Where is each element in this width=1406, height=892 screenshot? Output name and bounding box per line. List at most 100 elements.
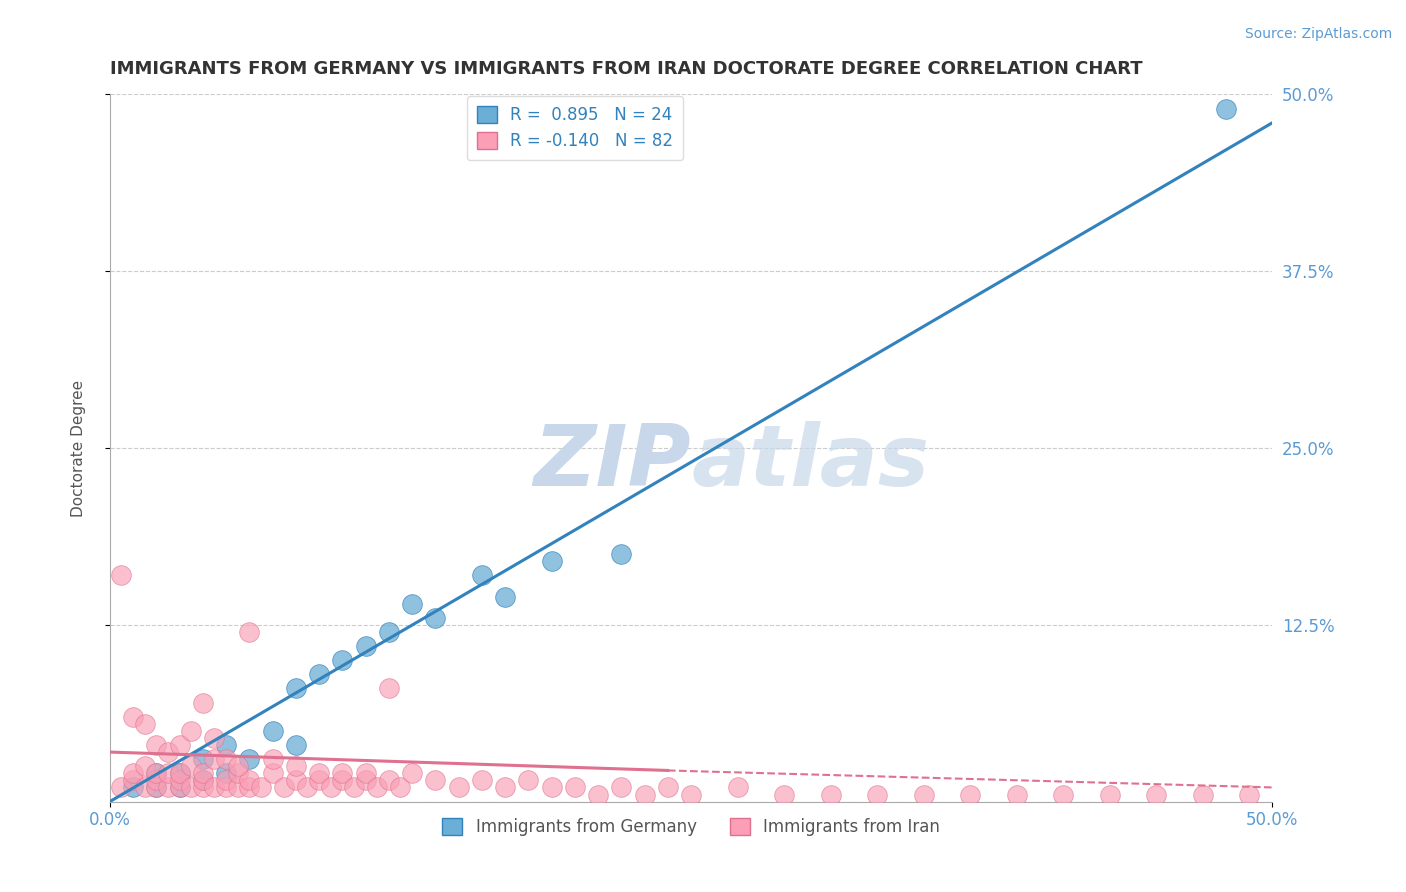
Point bbox=[308, 667, 330, 681]
Point bbox=[389, 780, 412, 795]
Point bbox=[471, 568, 494, 582]
Point bbox=[145, 738, 167, 752]
Point bbox=[145, 766, 167, 780]
Point bbox=[262, 723, 284, 738]
Legend: Immigrants from Germany, Immigrants from Iran: Immigrants from Germany, Immigrants from… bbox=[436, 811, 946, 843]
Point bbox=[354, 766, 377, 780]
Point bbox=[169, 780, 191, 795]
Point bbox=[226, 780, 249, 795]
Text: ZIP: ZIP bbox=[533, 421, 692, 504]
Point bbox=[1215, 102, 1237, 116]
Point bbox=[332, 773, 354, 788]
Point bbox=[401, 766, 423, 780]
Point bbox=[332, 653, 354, 667]
Point bbox=[308, 766, 330, 780]
Point bbox=[284, 738, 307, 752]
Point bbox=[564, 780, 586, 795]
Point bbox=[540, 780, 562, 795]
Point bbox=[191, 696, 214, 710]
Point bbox=[215, 780, 238, 795]
Point bbox=[425, 773, 447, 788]
Point bbox=[238, 780, 260, 795]
Point bbox=[215, 773, 238, 788]
Point bbox=[204, 780, 226, 795]
Point bbox=[145, 780, 167, 795]
Point bbox=[134, 759, 156, 773]
Point bbox=[238, 752, 260, 766]
Point bbox=[1237, 788, 1260, 802]
Point bbox=[284, 773, 307, 788]
Point bbox=[1144, 788, 1167, 802]
Point bbox=[191, 773, 214, 788]
Point bbox=[494, 780, 516, 795]
Point bbox=[110, 568, 132, 582]
Point bbox=[273, 780, 295, 795]
Point bbox=[215, 766, 238, 780]
Point bbox=[215, 738, 238, 752]
Point bbox=[959, 788, 981, 802]
Point bbox=[727, 780, 749, 795]
Point bbox=[1098, 788, 1121, 802]
Point bbox=[494, 590, 516, 604]
Point bbox=[180, 759, 202, 773]
Point bbox=[866, 788, 889, 802]
Point bbox=[319, 780, 342, 795]
Point bbox=[156, 766, 179, 780]
Point bbox=[191, 773, 214, 788]
Point bbox=[145, 766, 167, 780]
Point bbox=[180, 723, 202, 738]
Point bbox=[308, 773, 330, 788]
Point bbox=[191, 766, 214, 780]
Point bbox=[1052, 788, 1074, 802]
Point bbox=[517, 773, 540, 788]
Point bbox=[354, 773, 377, 788]
Point bbox=[1191, 788, 1213, 802]
Point bbox=[820, 788, 842, 802]
Point bbox=[169, 738, 191, 752]
Point bbox=[343, 780, 366, 795]
Point bbox=[912, 788, 935, 802]
Point bbox=[134, 780, 156, 795]
Point bbox=[250, 780, 273, 795]
Point bbox=[262, 766, 284, 780]
Point bbox=[156, 745, 179, 759]
Point bbox=[447, 780, 470, 795]
Point bbox=[238, 624, 260, 639]
Point bbox=[169, 780, 191, 795]
Point bbox=[180, 780, 202, 795]
Point bbox=[378, 773, 401, 788]
Point bbox=[169, 766, 191, 780]
Point bbox=[191, 752, 214, 766]
Point bbox=[657, 780, 679, 795]
Point bbox=[586, 788, 609, 802]
Point bbox=[773, 788, 796, 802]
Point bbox=[191, 780, 214, 795]
Text: Source: ZipAtlas.com: Source: ZipAtlas.com bbox=[1244, 27, 1392, 41]
Point bbox=[145, 780, 167, 795]
Point bbox=[204, 731, 226, 745]
Point bbox=[134, 716, 156, 731]
Point bbox=[610, 780, 633, 795]
Point bbox=[204, 752, 226, 766]
Point bbox=[169, 766, 191, 780]
Point bbox=[238, 773, 260, 788]
Point bbox=[262, 752, 284, 766]
Point bbox=[425, 611, 447, 625]
Point bbox=[226, 766, 249, 780]
Text: atlas: atlas bbox=[692, 421, 929, 504]
Point bbox=[633, 788, 655, 802]
Point bbox=[284, 759, 307, 773]
Point bbox=[122, 766, 145, 780]
Point bbox=[122, 773, 145, 788]
Point bbox=[681, 788, 703, 802]
Point bbox=[378, 681, 401, 696]
Point bbox=[110, 780, 132, 795]
Point bbox=[284, 681, 307, 696]
Point bbox=[122, 780, 145, 795]
Point bbox=[401, 597, 423, 611]
Point bbox=[297, 780, 319, 795]
Point bbox=[471, 773, 494, 788]
Point bbox=[354, 639, 377, 653]
Point bbox=[378, 624, 401, 639]
Point bbox=[226, 759, 249, 773]
